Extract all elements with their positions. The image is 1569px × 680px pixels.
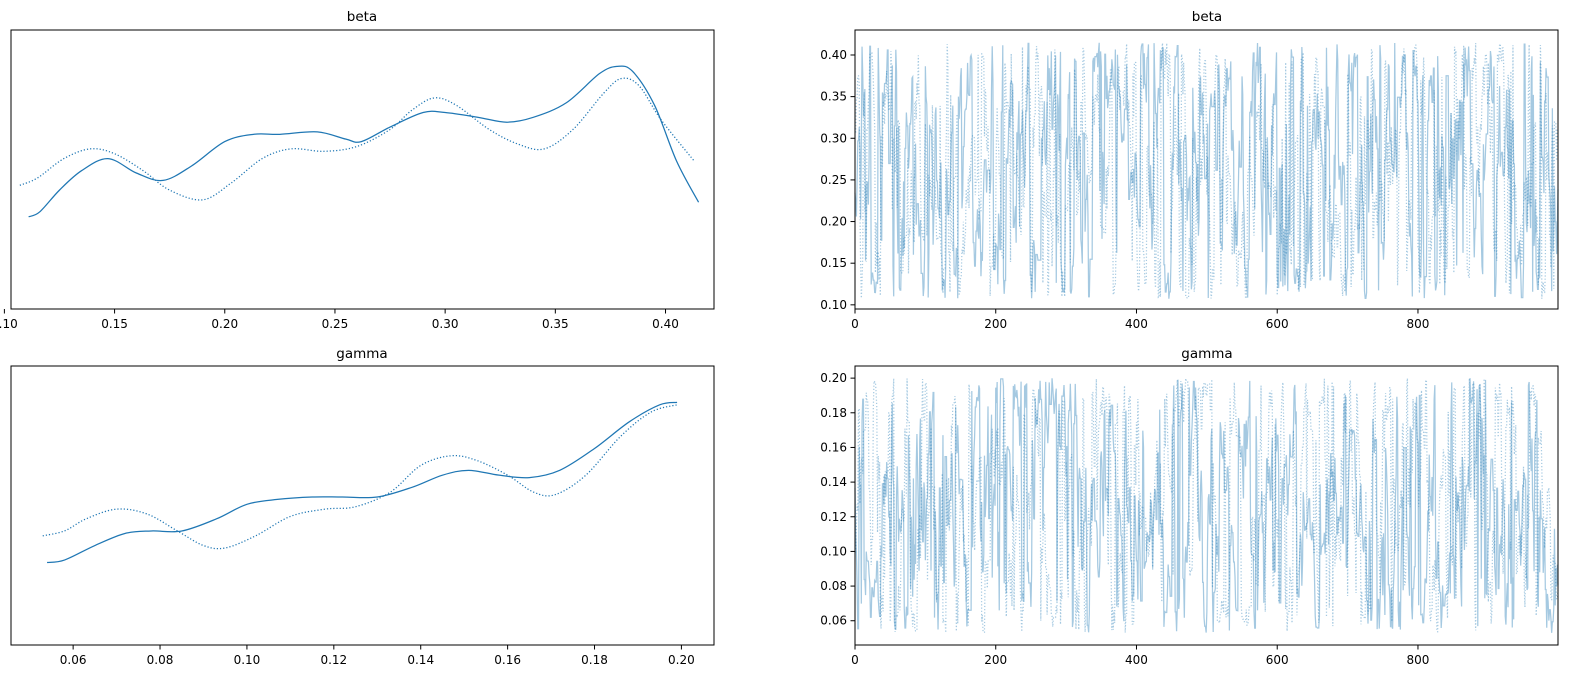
y-tick-label: 0.10 — [820, 298, 847, 312]
y-tick-label: 0.06 — [820, 614, 847, 628]
kde-line-chain-2 — [42, 404, 678, 550]
panel-title: gamma — [336, 346, 387, 362]
x-tick-label: 0.10 — [0, 317, 18, 331]
tick-layer: 0 200 400 600 800 0.06 0.08 0.10 0.12 0.14 0.16 0.1… — [820, 371, 1429, 667]
x-tick-label: 400 — [1125, 317, 1148, 331]
tick-layer: 0.06 0.08 0.10 0.12 0.14 0.16 0.18 0.20 — [60, 645, 695, 667]
panel-title: beta — [347, 9, 377, 25]
y-tick-label: 0.40 — [820, 48, 847, 62]
panel-title: beta — [1192, 9, 1222, 25]
y-tick-label: 0.16 — [820, 440, 847, 454]
panel-gamma-trace: gamma 0 200 400 600 8000.060.080.100.120.140… — [820, 346, 1559, 667]
plot-frame — [854, 29, 1559, 310]
x-tick-label: 0.16 — [494, 653, 521, 667]
panel-title: gamma — [1181, 346, 1232, 362]
x-tick-label: 0 — [851, 653, 859, 667]
y-tick-label: 0.14 — [820, 475, 847, 489]
panel-beta-density: beta 0.10 0.15 0.20 0.25 0.30 0.35 0.40 — [0, 9, 715, 331]
x-tick-label: 0.35 — [542, 317, 569, 331]
x-tick-label: 0.20 — [668, 653, 695, 667]
x-tick-label: 0.12 — [320, 653, 347, 667]
y-tick-label: 0.08 — [820, 579, 847, 593]
y-tick-label: 0.20 — [820, 371, 847, 385]
panel-beta-trace: beta 0 200 400 600 800 0.10 0.15 0.20 0.25 0.30 0.… — [820, 9, 1559, 331]
y-tick-label: 0.18 — [820, 406, 847, 420]
x-tick-label: 400 — [1125, 653, 1148, 667]
x-tick-label: 800 — [1407, 317, 1430, 331]
y-tick-label: 0.25 — [820, 173, 847, 187]
mark-layer — [854, 378, 1559, 633]
trace-line-chain-1 — [854, 378, 1559, 633]
x-tick-label: 600 — [1266, 317, 1289, 331]
x-tick-label: 0 — [851, 317, 859, 331]
y-tick-label: 0.15 — [820, 256, 847, 270]
x-tick-label: 0.25 — [322, 317, 349, 331]
mark-layer — [42, 401, 678, 564]
x-tick-label: 600 — [1266, 653, 1289, 667]
x-tick-label: 0.06 — [60, 653, 87, 667]
y-tick-label: 0.10 — [820, 544, 847, 558]
x-tick-label: 0.20 — [211, 317, 238, 331]
y-tick-label: 0.35 — [820, 90, 847, 104]
y-tick-label: 0.20 — [820, 215, 847, 229]
x-tick-label: 0.08 — [147, 653, 174, 667]
kde-line-chain-1 — [28, 65, 700, 218]
mark-layer — [854, 42, 1559, 299]
x-tick-label: 0.30 — [432, 317, 459, 331]
x-tick-label: 0.15 — [101, 317, 128, 331]
plot-frame — [10, 29, 715, 310]
x-tick-label: 0.18 — [581, 653, 608, 667]
plot-frame — [10, 365, 715, 646]
x-tick-label: 200 — [984, 653, 1007, 667]
trace-line-chain-2 — [855, 378, 1559, 633]
tick-layer: 0 200 400 600 800 0.10 0.15 0.20 0.25 0.30 0.35 0.4… — [820, 48, 1429, 331]
trace-line-chain-2 — [854, 42, 1558, 299]
x-tick-label: 0.10 — [234, 653, 261, 667]
x-tick-label: 200 — [984, 317, 1007, 331]
plot-frame — [854, 365, 1559, 646]
kde-line-chain-2 — [19, 77, 695, 201]
trace-line-chain-1 — [854, 42, 1559, 299]
kde-line-chain-1 — [46, 401, 678, 564]
x-tick-label: 0.40 — [652, 317, 679, 331]
y-tick-label: 0.12 — [820, 510, 847, 524]
y-tick-label: 0.30 — [820, 131, 847, 145]
panel-gamma-density: gamma 0.06 0.08 0.10 0.12 0.14 0.16 0.18 0.20 — [10, 346, 715, 667]
mark-layer — [19, 65, 700, 218]
tick-layer: 0.10 0.15 0.20 0.25 0.30 0.35 0.40 — [0, 309, 679, 331]
x-tick-label: 0.14 — [407, 653, 434, 667]
x-tick-label: 800 — [1407, 653, 1430, 667]
